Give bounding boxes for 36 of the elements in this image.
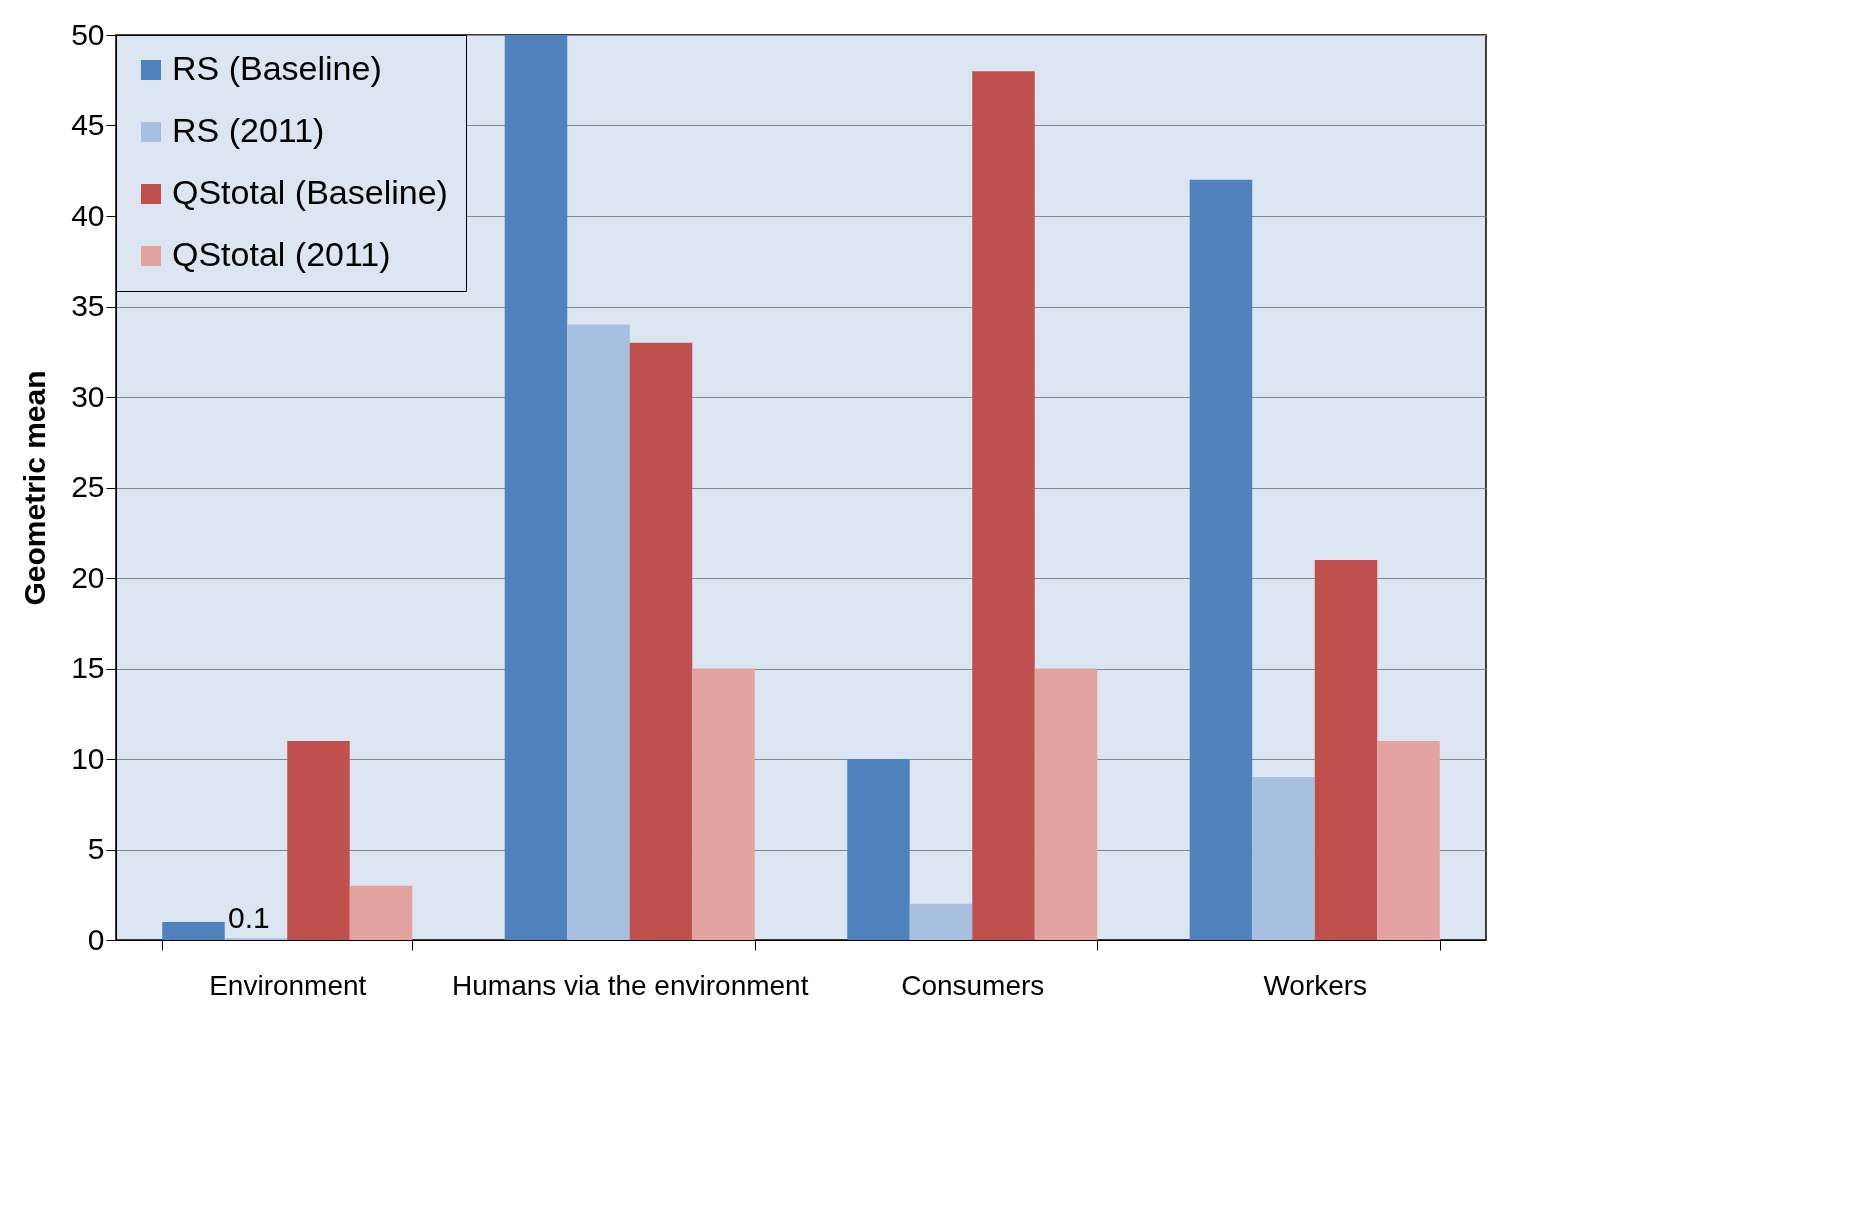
bar [1189,179,1253,940]
x-tick-label: Workers [1263,969,1368,1001]
bar [349,885,413,940]
y-axis-title: Geometric mean [18,370,52,606]
x-tick-label: Humans via the environment [452,969,809,1001]
bar [1034,668,1098,940]
bar [1252,777,1315,940]
y-tick-label: 10 [71,741,105,775]
legend-label: RS (2011) [172,111,325,149]
bar [972,71,1035,940]
x-tick-label: Environment [209,969,367,1001]
y-tick-label: 15 [71,651,105,684]
y-tick-label: 5 [87,832,105,865]
legend-label: QStotal (Baseline) [172,173,448,211]
bar [629,342,693,940]
data-label: 0.1 [228,901,270,935]
legend-label: QStotal (2011) [172,235,391,273]
bar [567,324,630,940]
y-tick-label: 20 [71,560,105,594]
y-tick-label: 40 [71,198,105,232]
bar [504,35,568,940]
y-tick-label: 35 [71,289,105,322]
bar [692,668,755,940]
bar [162,921,225,940]
y-tick-label: 45 [71,108,105,141]
y-tick-label: 0 [87,922,105,956]
x-tick-label: Consumers [901,969,1045,1001]
bar [287,740,350,940]
bar [1377,740,1440,940]
y-tick-label: 30 [71,379,105,413]
legend-label: RS (Baseline) [172,49,382,87]
bar [909,903,973,940]
bar [1314,559,1378,940]
y-tick-label: 50 [71,17,105,51]
y-tick-label: 25 [71,470,105,503]
bar [847,759,910,940]
